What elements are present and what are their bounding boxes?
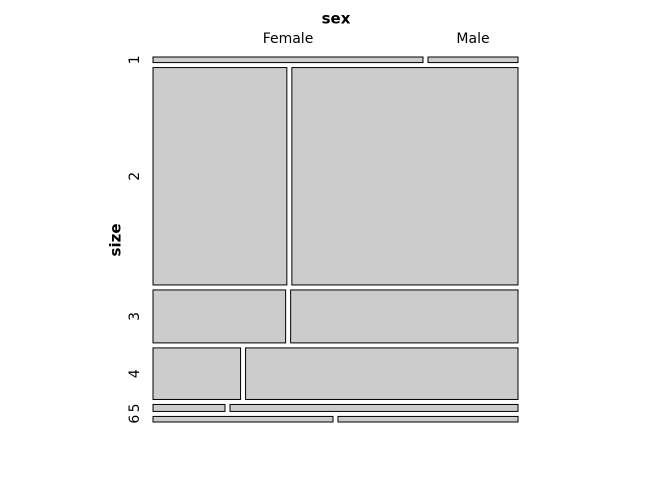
x-variable-label: sex bbox=[322, 10, 351, 28]
mosaic-tile bbox=[245, 347, 519, 400]
mosaic-tile bbox=[229, 403, 519, 412]
column-label: Female bbox=[263, 31, 314, 47]
mosaic-tile bbox=[291, 67, 519, 286]
mosaic-tile bbox=[152, 289, 287, 344]
mosaic-tile bbox=[152, 67, 288, 286]
mosaic-tile bbox=[337, 415, 519, 423]
mosaic-tile bbox=[152, 403, 226, 412]
y-variable-label: size bbox=[107, 224, 125, 257]
mosaic-tile bbox=[152, 415, 334, 423]
mosaic-tile bbox=[427, 56, 519, 64]
mosaic-tile bbox=[290, 289, 519, 344]
row-label: 2 bbox=[127, 172, 143, 181]
row-label: 4 bbox=[127, 369, 143, 378]
mosaic-tile bbox=[152, 56, 424, 64]
mosaic-tile bbox=[152, 347, 242, 400]
row-label: 5 bbox=[127, 403, 143, 412]
row-label: 6 bbox=[127, 415, 143, 424]
row-label: 3 bbox=[127, 312, 143, 321]
column-label: Male bbox=[456, 31, 489, 47]
row-label: 1 bbox=[127, 55, 143, 64]
